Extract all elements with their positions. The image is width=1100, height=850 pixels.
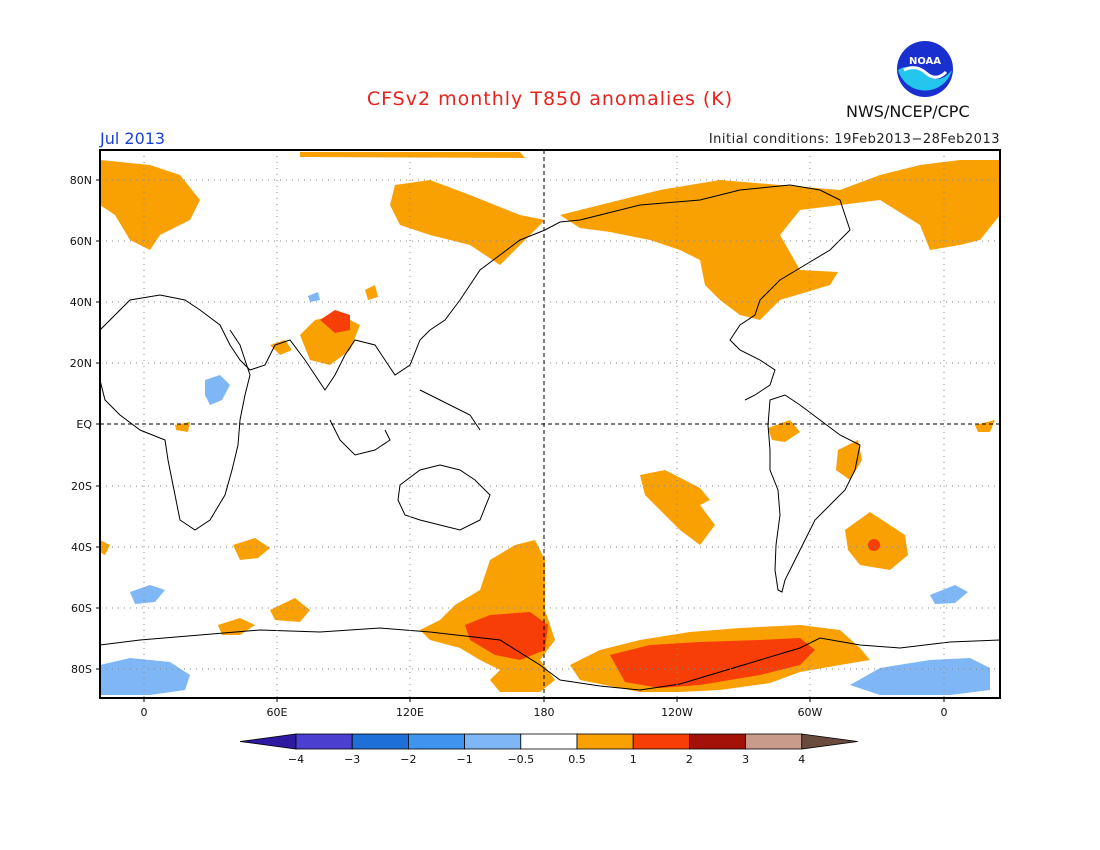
strong-warm-anomalies [320,310,880,688]
colorbar-label: −2 [400,753,416,766]
colorbar-segment [295,733,353,750]
colorbar-label: −4 [288,753,304,766]
lon-label: 120W [661,706,693,719]
colorbar-segment [745,733,803,750]
lon-label: 180 [534,706,555,719]
lon-label: 0 [941,706,948,719]
reference-lines [100,150,1000,698]
lat-label: 40S [71,541,92,554]
lat-label: 60S [71,602,92,615]
lat-label: 60N [70,235,92,248]
latitude-labels: 80N 60N 40N 20N EQ 20S 40S 60S 80S [70,174,93,676]
colorbar-label: −1 [456,753,472,766]
initial-conditions: Initial conditions: 19Feb2013−28Feb2013 [708,132,1000,147]
lat-label: EQ [76,418,92,431]
lon-label: 120E [396,706,424,719]
map-title: CFSv2 monthly T850 anomalies (K) [366,88,734,110]
lon-label: 0 [141,706,148,719]
colorbar-label: −0.5 [507,753,534,766]
lon-label: 60W [798,706,823,719]
lat-label: 20S [71,480,92,493]
colorbar-segment [239,733,297,750]
colorbar-label: 2 [686,753,693,766]
colorbar: −4 −3 −2 −1 −0.5 0.5 1 2 3 4 [239,733,858,766]
coastlines [99,184,1001,691]
colorbar-segment [801,733,858,750]
colorbar-segment [520,733,578,750]
lon-label: 60E [267,706,288,719]
lat-label: 20N [70,357,92,370]
cool-anomalies [100,292,990,695]
colorbar-label: 4 [798,753,805,766]
colorbar-label: 3 [742,753,749,766]
longitude-labels: 0 60E 120E 180 120W 60W 0 [141,706,948,719]
noaa-logo: NOAA [897,41,953,97]
lat-label: 40N [70,296,92,309]
logo-text: NOAA [909,56,941,67]
forecast-period: Jul 2013 [100,129,166,148]
colorbar-segment [464,733,522,750]
lat-label: 80N [70,174,92,187]
colorbar-label: 0.5 [568,753,586,766]
colorbar-label: 1 [630,753,637,766]
colorbar-label: −3 [344,753,360,766]
colorbar-segment [576,733,634,750]
colorbar-segment [632,733,690,750]
colorbar-segment [689,733,747,750]
axis-ticks [96,179,945,702]
agency-label: NWS/NCEP/CPC [846,102,970,121]
colorbar-segment [407,733,465,750]
graticule [100,150,1000,698]
colorbar-segment [351,733,409,750]
lat-label: 80S [71,663,92,676]
